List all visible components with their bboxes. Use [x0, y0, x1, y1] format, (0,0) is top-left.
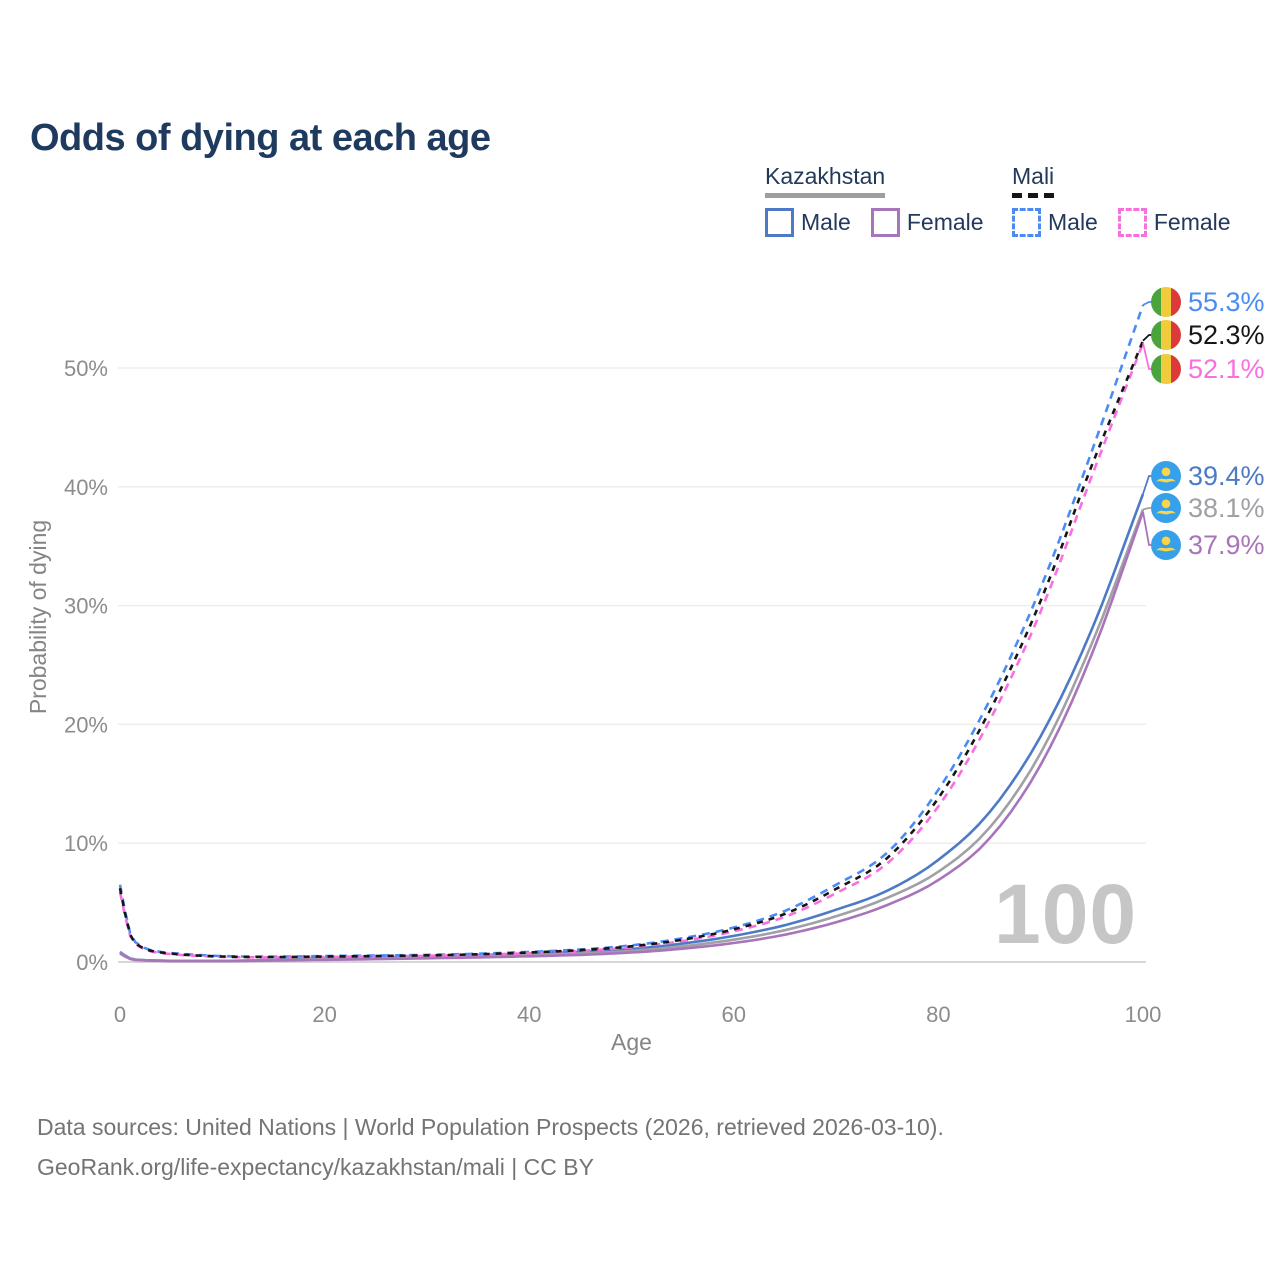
series-line-kz-male: [119, 493, 1145, 963]
mali-flag-icon: [1151, 287, 1181, 317]
end-label-value: 52.3%: [1188, 319, 1265, 350]
series-line-mali-male: [118, 304, 1145, 958]
series-line-kz-female: [119, 511, 1145, 963]
end-label-value: 37.9%: [1188, 529, 1265, 560]
end-label-kazakhstan-male: 39.4%: [1151, 460, 1265, 492]
legend-swatch-mali-male[interactable]: [1012, 208, 1041, 237]
legend-swatch-mali-female[interactable]: [1117, 208, 1147, 237]
x-tick-label: 20: [312, 1002, 336, 1027]
legend-country-mali[interactable]: Mali: [1012, 163, 1055, 198]
x-tick-label: 80: [926, 1002, 950, 1027]
x-tick-label: 60: [722, 1002, 746, 1027]
legend-label-mali-female[interactable]: Female: [1153, 209, 1231, 235]
page-title: Odds of dying at each age: [30, 117, 491, 160]
y-axis-title: Probability of dying: [25, 520, 51, 714]
legend-label-kazakhstan-female[interactable]: Female: [906, 209, 984, 235]
end-label-value: 38.1%: [1188, 492, 1265, 523]
end-label-mali-both: 52.3%: [1151, 319, 1265, 351]
legend-swatch-kazakhstan-male[interactable]: [765, 208, 794, 237]
legend-swatch-kazakhstan-female[interactable]: [870, 208, 900, 237]
y-tick-label: 40%: [64, 475, 108, 500]
end-label-kazakhstan-both: 38.1%: [1151, 492, 1265, 524]
end-label-mali-male: 55.3%: [1151, 286, 1265, 318]
kazakhstan-flag-icon: [1151, 493, 1181, 523]
end-label-value: 39.4%: [1188, 460, 1265, 491]
end-label-kazakhstan-female: 37.9%: [1151, 529, 1265, 561]
legend-group-kazakhstan: Kazakhstan Male Female: [765, 163, 984, 237]
y-tick-label: 30%: [64, 594, 108, 619]
series-line-kz-total: [119, 508, 1145, 963]
data-sources-line: Data sources: United Nations | World Pop…: [37, 1114, 944, 1140]
mali-flag-icon: [1151, 354, 1181, 384]
end-label-mali-female: 52.1%: [1151, 353, 1265, 385]
x-axis-title: Age: [611, 1029, 652, 1055]
x-tick-label: 40: [517, 1002, 541, 1027]
legend-label-mali-male[interactable]: Male: [1048, 209, 1098, 235]
kazakhstan-flag-icon: [1151, 530, 1181, 560]
y-tick-label: 10%: [64, 831, 108, 856]
y-tick-label: 20%: [64, 712, 108, 737]
series-line-mali-female: [118, 342, 1145, 959]
legend-country-kazakhstan[interactable]: Kazakhstan: [765, 163, 886, 198]
end-label-value: 55.3%: [1188, 286, 1265, 317]
series-line-mali-total: [118, 340, 1145, 959]
age-counter-watermark: 100: [994, 867, 1138, 961]
y-tick-label: 0%: [76, 950, 108, 975]
kazakhstan-flag-icon: [1151, 461, 1181, 491]
legend-group-mali: Mali Male Female: [1012, 163, 1231, 237]
end-label-value: 52.1%: [1188, 353, 1265, 384]
mali-flag-icon: [1151, 320, 1181, 350]
x-tick-label: 100: [1125, 1002, 1162, 1027]
y-tick-label: 50%: [64, 356, 108, 381]
legend-label-kazakhstan-male[interactable]: Male: [801, 209, 851, 235]
footer: Data sources: United Nations | World Pop…: [37, 1107, 944, 1187]
x-tick-label: 0: [114, 1002, 126, 1027]
attribution-line: GeoRank.org/life-expectancy/kazakhstan/m…: [37, 1154, 594, 1180]
